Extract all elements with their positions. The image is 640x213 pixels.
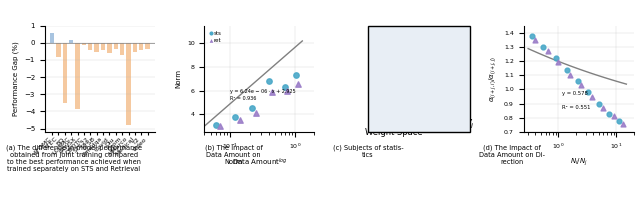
Point [609,115,619,118]
Point [582,91,593,94]
Y-axis label: $\alpha_{(i+j,i)}/\alpha_{(i+j,j)}$: $\alpha_{(i+j,i)}/\alpha_{(i+j,j)}$ [488,56,499,102]
Bar [100,43,105,50]
Text: $\alpha_{(i+j,j)}$: $\alpha_{(i+j,j)}$ [392,91,417,102]
Bar [56,43,61,57]
Point [576,83,586,87]
Text: (b) The Impact of
Data Amount on
Norm: (b) The Impact of Data Amount on Norm [205,145,262,165]
Point [565,73,575,77]
Point [618,122,628,125]
Text: $\alpha_{(i+j,i)}$: $\alpha_{(i+j,i)}$ [402,105,426,116]
Bar [145,43,150,49]
Bar [107,43,111,53]
Point [573,79,583,83]
Text: (a) The difference in model performance
obtained from joint training compared
to: (a) The difference in model performance … [6,145,141,172]
Text: Weight Space: Weight Space [365,128,422,137]
Bar [88,43,93,50]
Point [292,82,303,85]
Bar [69,40,74,43]
Legend: sts, ret: sts, ret [207,28,224,46]
X-axis label: Data Amount$^{log}$: Data Amount$^{log}$ [232,157,287,168]
Point [604,112,614,115]
Point [553,61,563,64]
Point [530,38,540,42]
Text: (d) The Impact of
Data Amount on Di-
rection: (d) The Impact of Data Amount on Di- rec… [479,145,545,165]
Bar [95,43,99,52]
Point [215,124,225,128]
Text: $V_{i+j}$: $V_{i+j}$ [436,58,457,72]
Point [234,118,244,122]
Point [598,106,609,110]
Point [538,45,548,49]
Point [280,85,290,89]
Bar [126,43,131,125]
Bar [76,43,80,109]
Y-axis label: Performance Gap (%): Performance Gap (%) [13,42,19,116]
Point [562,68,572,71]
Point [268,90,278,94]
Text: y = 6.24e − 06 · x + 2.925: y = 6.24e − 06 · x + 2.925 [230,89,296,94]
Y-axis label: Norm: Norm [175,69,181,88]
Bar [82,43,86,45]
Point [614,119,624,122]
Point [251,111,261,115]
Text: (c) Subjects of statis-
tics: (c) Subjects of statis- tics [333,145,403,158]
Text: R² = 0.936: R² = 0.936 [230,96,257,101]
Text: $V_i$: $V_i$ [464,117,475,131]
Point [264,79,275,83]
X-axis label: $N_i/N_j$: $N_i/N_j$ [570,157,588,168]
Point [550,56,561,60]
Bar [113,43,118,49]
Point [282,89,292,92]
Point [594,102,604,105]
Bar [63,43,67,103]
Text: y = 0.578: y = 0.578 [562,91,588,96]
Point [211,123,221,127]
Point [527,34,537,37]
Point [543,49,553,53]
Point [587,95,597,98]
Bar [50,33,54,43]
Text: $V_j$: $V_j$ [396,30,406,45]
Bar [139,43,143,50]
Point [247,107,257,110]
Point [230,115,241,118]
Point [291,73,301,77]
Bar [132,43,137,52]
Text: $\theta_0$: $\theta_0$ [380,118,392,132]
Text: R² = 0.551: R² = 0.551 [562,105,591,110]
Bar [120,43,124,55]
